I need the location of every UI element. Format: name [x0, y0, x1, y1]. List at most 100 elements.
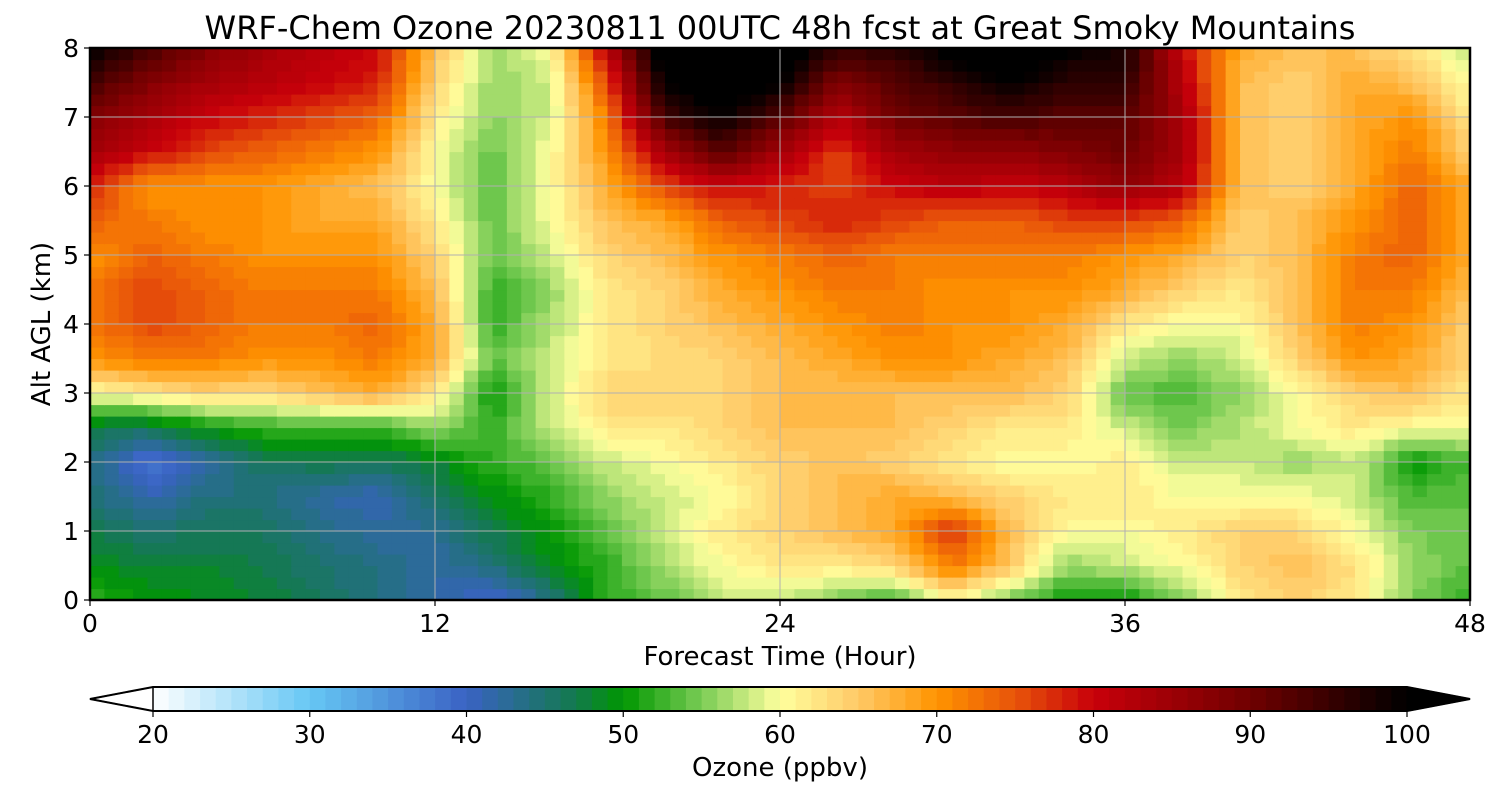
- heatmap-cell: [1283, 59, 1299, 72]
- heatmap-cell: [363, 82, 379, 95]
- heatmap-cell: [406, 266, 422, 279]
- heatmap-cell: [650, 588, 666, 601]
- heatmap-cell: [190, 439, 206, 452]
- heatmap-cell: [449, 554, 465, 567]
- heatmap-cell: [895, 71, 910, 84]
- heatmap-cell: [1268, 174, 1284, 187]
- heatmap-cell: [981, 232, 997, 245]
- heatmap-cell: [291, 266, 307, 279]
- heatmap-cell: [478, 312, 494, 325]
- heatmap-cell: [823, 186, 839, 199]
- heatmap-cell: [463, 128, 479, 141]
- heatmap-cell: [1182, 554, 1198, 567]
- heatmap-cell: [1010, 358, 1025, 371]
- heatmap-cell: [952, 381, 968, 394]
- heatmap-cell: [406, 105, 422, 118]
- heatmap-cell: [823, 473, 839, 486]
- heatmap-cell: [621, 278, 637, 291]
- heatmap-cell: [90, 485, 105, 498]
- heatmap-cell: [665, 71, 680, 84]
- heatmap-cell: [276, 519, 292, 532]
- heatmap-cell: [679, 347, 695, 360]
- heatmap-cell: [693, 565, 709, 578]
- heatmap-cell: [161, 255, 177, 268]
- heatmap-cell: [406, 531, 422, 544]
- heatmap-cell: [1067, 335, 1083, 348]
- heatmap-cell: [248, 542, 264, 555]
- heatmap-cell: [1081, 117, 1097, 130]
- heatmap-cell: [406, 347, 422, 360]
- heatmap-cell: [463, 450, 479, 463]
- heatmap-cell: [1240, 278, 1255, 291]
- heatmap-cell: [1441, 519, 1457, 532]
- heatmap-cell: [578, 243, 594, 256]
- heatmap-cell: [506, 347, 522, 360]
- heatmap-cell: [679, 312, 695, 325]
- heatmap-cell: [564, 220, 580, 233]
- heatmap-cell: [1038, 347, 1054, 360]
- heatmap-cell: [722, 531, 738, 544]
- heatmap-cell: [794, 416, 810, 429]
- heatmap-cell: [1139, 128, 1155, 141]
- heatmap-cell: [449, 163, 465, 176]
- heatmap-cell: [161, 94, 177, 107]
- heatmap-cell: [305, 312, 321, 325]
- heatmap-cell: [1398, 105, 1414, 118]
- heatmap-cell: [1038, 519, 1054, 532]
- heatmap-cell: [233, 531, 249, 544]
- heatmap-cell: [334, 473, 350, 486]
- heatmap-cell: [291, 531, 307, 544]
- heatmap-cell: [291, 255, 307, 268]
- heatmap-cell: [291, 48, 307, 61]
- heatmap-cell: [1196, 48, 1212, 61]
- colorbar-swatch: [1250, 687, 1267, 711]
- heatmap-cell: [636, 347, 652, 360]
- heatmap-cell: [1211, 255, 1227, 268]
- colorbar-swatch: [827, 687, 844, 711]
- heatmap-cell: [1283, 473, 1299, 486]
- heatmap-cell: [1010, 220, 1025, 233]
- heatmap-cell: [506, 508, 522, 521]
- heatmap-cell: [765, 59, 781, 72]
- heatmap-cell: [118, 554, 134, 567]
- heatmap-cell: [1110, 128, 1126, 141]
- heatmap-cell: [765, 485, 781, 498]
- heatmap-cell: [1067, 266, 1083, 279]
- heatmap-cell: [1240, 163, 1255, 176]
- heatmap-cell: [219, 496, 235, 509]
- heatmap-cell: [578, 220, 594, 233]
- heatmap-cell: [1355, 71, 1370, 84]
- heatmap-cell: [1038, 496, 1054, 509]
- heatmap-cell: [1110, 186, 1126, 199]
- heatmap-cell: [736, 462, 752, 475]
- heatmap-cell: [593, 588, 609, 601]
- heatmap-cell: [808, 243, 824, 256]
- heatmap-cell: [506, 82, 522, 95]
- heatmap-cell: [808, 450, 824, 463]
- heatmap-cell: [895, 439, 910, 452]
- heatmap-cell: [909, 324, 925, 337]
- heatmap-cell: [1383, 266, 1399, 279]
- heatmap-cell: [118, 209, 134, 222]
- heatmap-cell: [736, 485, 752, 498]
- heatmap-cell: [334, 508, 350, 521]
- heatmap-cell: [147, 577, 163, 590]
- heatmap-cell: [1110, 450, 1126, 463]
- heatmap-cell: [1096, 542, 1112, 555]
- heatmap-cell: [550, 393, 565, 406]
- heatmap-cell: [578, 485, 594, 498]
- heatmap-cell: [1038, 404, 1054, 417]
- heatmap-cell: [550, 94, 565, 107]
- heatmap-cell: [851, 439, 867, 452]
- heatmap-cell: [665, 105, 680, 118]
- heatmap-cell: [1038, 128, 1054, 141]
- heatmap-cell: [320, 301, 335, 314]
- heatmap-cell: [1153, 151, 1169, 164]
- heatmap-cell: [463, 381, 479, 394]
- heatmap-cell: [1268, 381, 1284, 394]
- colorbar-tick-label: 40: [451, 720, 483, 749]
- heatmap-cell: [966, 48, 982, 61]
- heatmap-cell: [334, 427, 350, 440]
- heatmap-cell: [650, 358, 666, 371]
- heatmap-cell: [449, 48, 465, 61]
